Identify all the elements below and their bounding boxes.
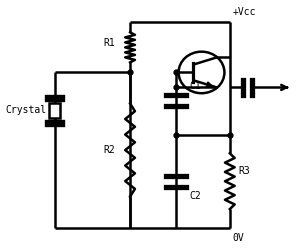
- Text: R3: R3: [238, 166, 250, 176]
- Text: 0V: 0V: [232, 232, 244, 242]
- Text: R1: R1: [103, 38, 115, 48]
- Text: +Vcc: +Vcc: [232, 8, 256, 18]
- Text: Crystal: Crystal: [5, 105, 46, 115]
- Text: R2: R2: [103, 145, 115, 155]
- Text: C2: C2: [189, 191, 201, 201]
- Text: C1: C1: [189, 81, 201, 91]
- Bar: [49, 103, 60, 118]
